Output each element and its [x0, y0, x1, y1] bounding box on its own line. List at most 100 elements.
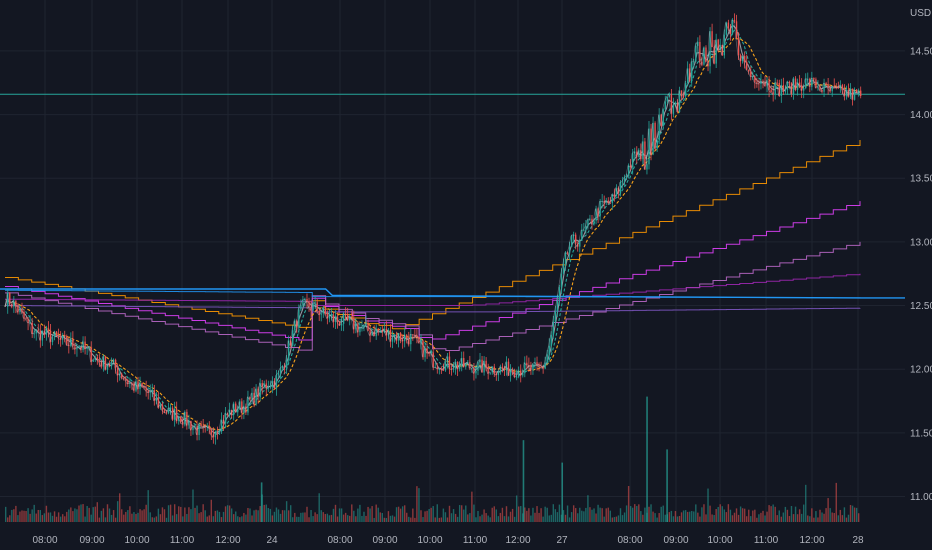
volume-bar [776, 515, 778, 522]
volume-spike [561, 462, 564, 522]
candle-body [131, 382, 133, 384]
candle-body [294, 320, 296, 331]
volume-bar [762, 510, 764, 522]
candle-body [589, 218, 591, 220]
volume-bar [15, 505, 17, 522]
candle-body [762, 80, 764, 83]
volume-bar [220, 517, 223, 522]
resistance-line [0, 288, 905, 299]
volume-bar [827, 498, 829, 522]
y-tick-label: 12.50 [910, 301, 932, 312]
volume-bar [204, 510, 206, 522]
volume-bar [743, 508, 746, 522]
volume-bar [9, 515, 11, 522]
candle-body [27, 319, 29, 323]
candle-body [760, 80, 762, 85]
candle-body [230, 409, 233, 415]
candle-body [351, 317, 353, 319]
candle-body [640, 150, 642, 160]
volume-bar [837, 515, 840, 522]
candle-body [137, 381, 139, 389]
candle-body [579, 240, 581, 247]
time-axis[interactable]: 08:00 09:00 10:00 11:00 12:00 24 08:00 09:00 10:… [32, 535, 864, 546]
volume-bar [235, 511, 237, 522]
candle-body [853, 89, 856, 100]
y-tick-label: 12.00 [910, 365, 932, 376]
candle-body [805, 78, 807, 89]
candle-body [552, 321, 555, 335]
candle-body [218, 431, 221, 433]
volume-bar [798, 509, 801, 522]
candle-body [420, 340, 422, 343]
candle-body [585, 226, 587, 230]
volume-bar [676, 516, 679, 522]
volume-bar [241, 516, 243, 522]
candle-body [306, 298, 308, 302]
candle-body [277, 373, 280, 376]
volume-bar [412, 508, 414, 522]
candle-body [680, 90, 683, 97]
candle-body [397, 333, 400, 341]
candle-body [554, 311, 557, 322]
price-axis-unit: USD [910, 8, 931, 19]
volume-bar [768, 505, 770, 522]
volume-bar [330, 514, 333, 522]
x-tick-label: 11:00 [754, 535, 779, 546]
candle-body [817, 86, 819, 88]
candle-body [340, 323, 343, 326]
volume-bar [259, 506, 261, 522]
y-tick-label: 14.50 [910, 46, 932, 57]
volume-bar [19, 511, 21, 522]
volume-bar [591, 509, 593, 522]
volume-bar [320, 510, 322, 522]
candle-body [719, 45, 721, 50]
volume-bar [143, 509, 145, 522]
candle-body [825, 83, 827, 85]
volume-bar [575, 508, 577, 522]
candle-body [180, 416, 182, 422]
candle-body [155, 398, 158, 401]
volume-bar [644, 507, 646, 522]
volume-bar [566, 505, 569, 522]
volume-bar [636, 506, 638, 522]
candle-body [733, 19, 736, 22]
volume-bar [668, 512, 671, 522]
volume-bar [780, 516, 783, 522]
candle-body [617, 187, 620, 194]
volume-bar [819, 509, 821, 522]
volume-bar [847, 514, 850, 522]
candle-body [300, 305, 302, 310]
candle-body [505, 361, 508, 370]
candle-body [25, 318, 27, 320]
volume-bar [542, 516, 544, 522]
volume-bar [27, 508, 29, 522]
candle-body [416, 335, 418, 338]
price-axis[interactable]: USD 14.50 14.00 13.50 13.00 12.50 12.00 11.50 1… [910, 8, 932, 503]
volume-bar [94, 506, 96, 522]
candle-body [119, 373, 121, 376]
volume-bar [377, 507, 379, 522]
volume-bar [587, 495, 589, 522]
candle-body [566, 252, 569, 254]
candle-body [312, 303, 314, 311]
volume-bar [287, 510, 290, 522]
candle-body [257, 388, 259, 398]
candle-body [587, 219, 589, 227]
candle-body [697, 41, 699, 46]
candle-body [841, 85, 844, 90]
candle-body [84, 341, 86, 349]
candle-body [182, 421, 184, 425]
volume-bar [727, 504, 730, 522]
candle-body [454, 361, 457, 369]
candle-body [813, 77, 815, 80]
volume-bar [448, 505, 451, 522]
candle-body [461, 358, 463, 366]
candle-body [703, 47, 705, 65]
volume-bar [401, 506, 404, 522]
volume-bar [29, 513, 31, 522]
volume-bar [296, 516, 298, 522]
volume-bar [638, 504, 640, 522]
volume-bar [444, 512, 447, 522]
candle-body [74, 346, 76, 350]
